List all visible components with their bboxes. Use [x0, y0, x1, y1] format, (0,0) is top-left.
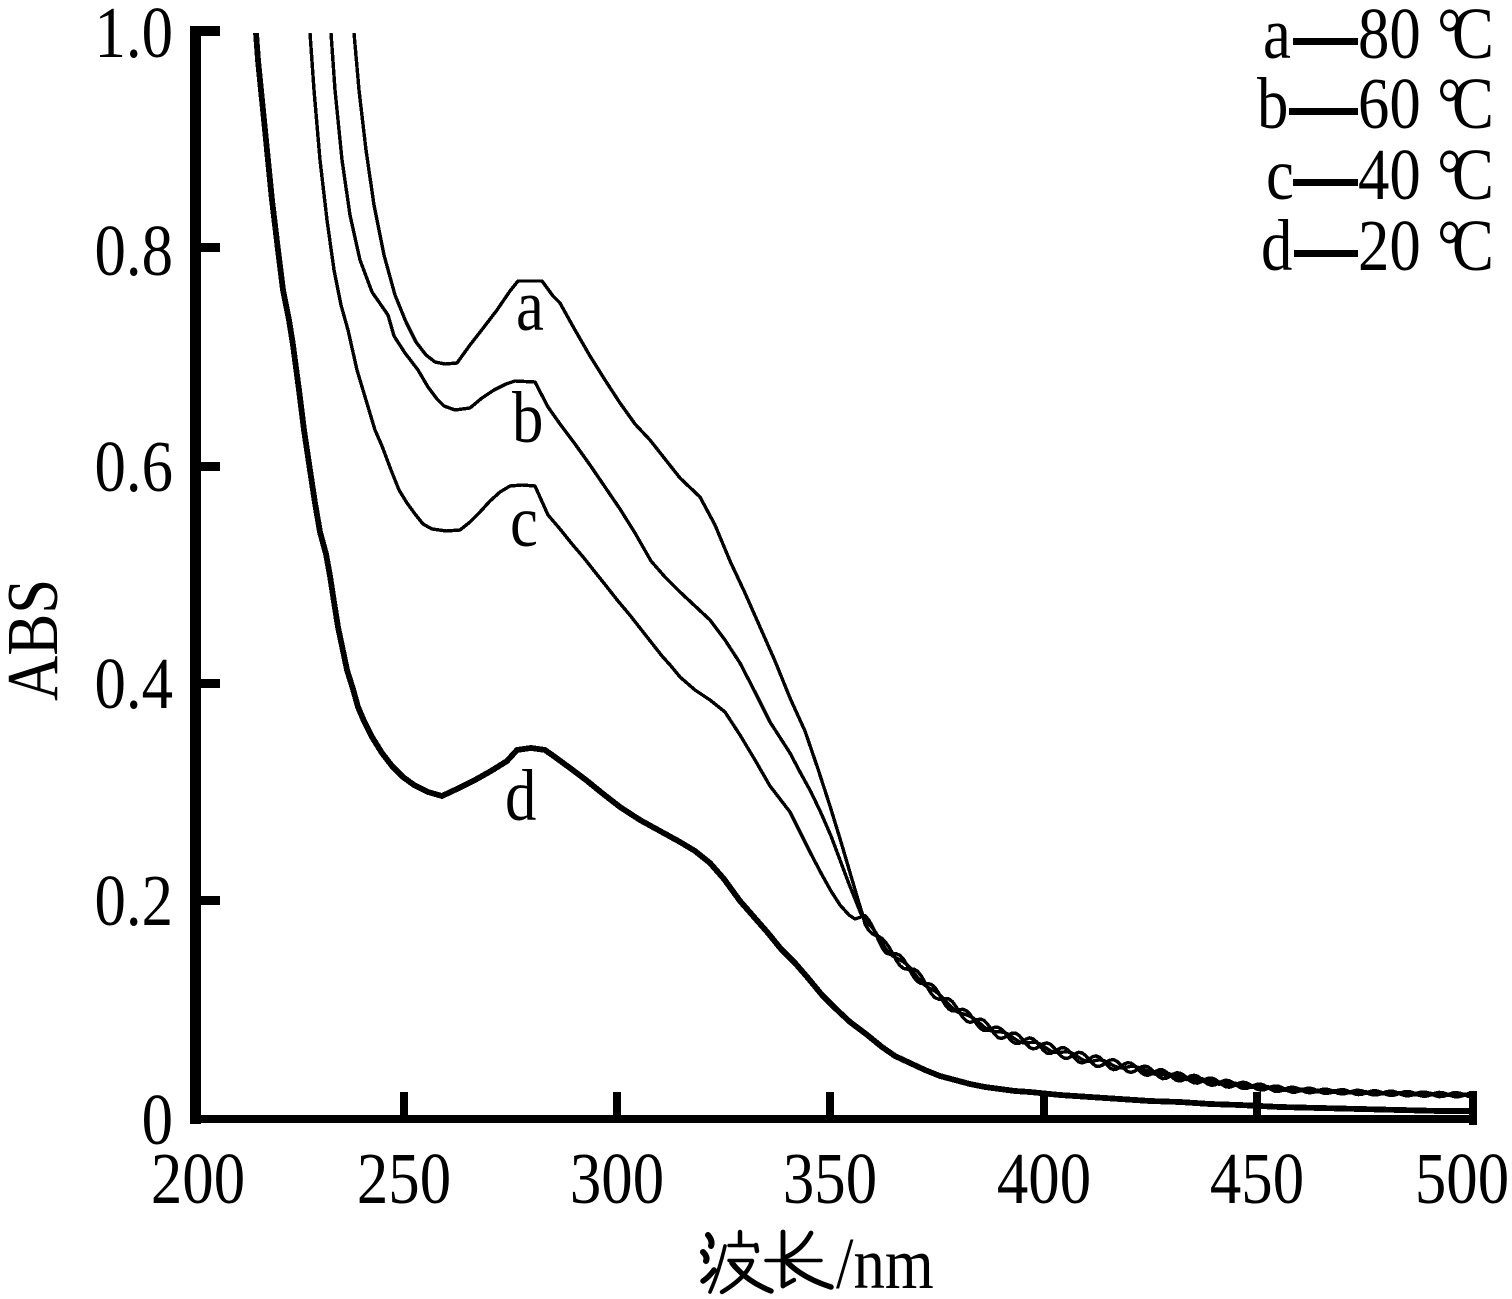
svg-text:a: a: [1263, 0, 1291, 74]
svg-text:80: 80: [1358, 0, 1421, 74]
svg-text:250: 250: [357, 1138, 451, 1219]
svg-text:350: 350: [783, 1138, 877, 1219]
svg-text:40: 40: [1358, 134, 1421, 215]
svg-text:a: a: [516, 265, 544, 346]
svg-text:20: 20: [1358, 205, 1421, 286]
svg-text:ABS: ABS: [0, 579, 73, 701]
svg-text:400: 400: [997, 1138, 1091, 1219]
svg-text:/nm: /nm: [836, 1223, 934, 1299]
svg-text:C: C: [1452, 205, 1494, 286]
svg-text:300: 300: [570, 1138, 664, 1219]
svg-text:0.2: 0.2: [95, 860, 173, 941]
svg-text:d: d: [1261, 205, 1292, 286]
svg-text:450: 450: [1210, 1138, 1304, 1219]
svg-text:b: b: [512, 377, 543, 458]
svg-text:60: 60: [1358, 63, 1421, 144]
svg-text:c: c: [510, 481, 538, 562]
svg-text:C: C: [1452, 134, 1494, 215]
svg-text:°: °: [1437, 63, 1462, 144]
svg-text:d: d: [505, 755, 536, 836]
svg-text:c: c: [1266, 134, 1294, 215]
svg-text:0.8: 0.8: [95, 210, 173, 291]
svg-text:°: °: [1437, 134, 1462, 215]
svg-text:C: C: [1452, 0, 1494, 74]
svg-text:200: 200: [151, 1138, 245, 1219]
svg-text:C: C: [1452, 63, 1494, 144]
svg-text:500: 500: [1415, 1138, 1509, 1219]
svg-text:0.4: 0.4: [95, 643, 173, 724]
svg-text:0.6: 0.6: [95, 426, 173, 507]
svg-text:b: b: [1257, 63, 1288, 144]
svg-text:°: °: [1437, 0, 1462, 74]
svg-text:°: °: [1437, 205, 1462, 286]
svg-text:1.0: 1.0: [95, 0, 173, 73]
svg-text:0: 0: [142, 1079, 173, 1160]
